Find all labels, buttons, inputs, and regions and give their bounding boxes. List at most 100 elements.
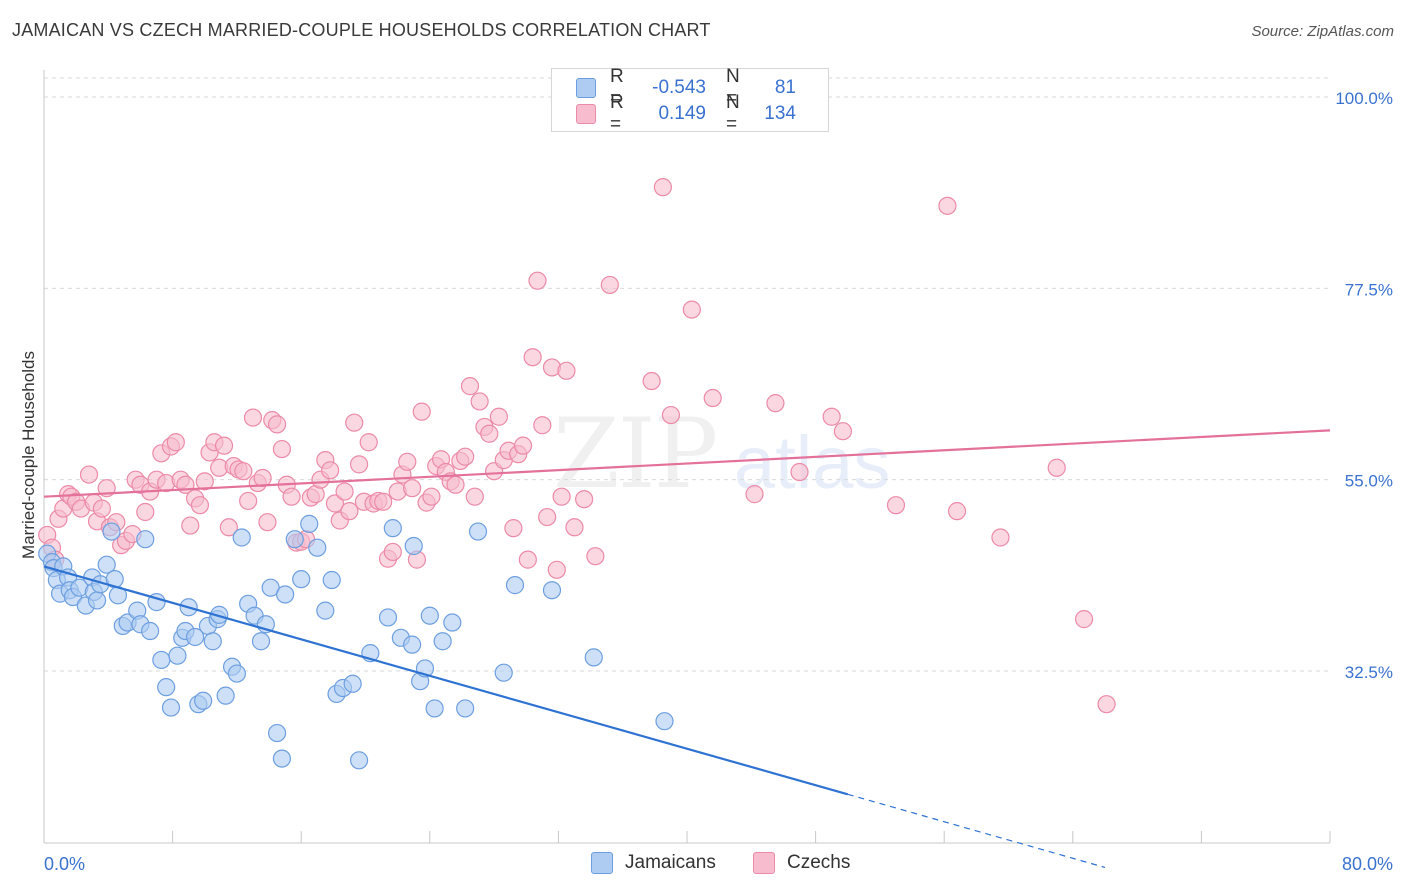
legend-r-value: -0.543 xyxy=(652,77,706,98)
czech-point xyxy=(1047,458,1066,477)
jamaicans-trend-extension xyxy=(847,793,1106,869)
legend-r-label: R = xyxy=(610,66,624,109)
jamaican-point xyxy=(251,632,271,651)
czech-point xyxy=(166,433,185,452)
czech-point xyxy=(79,465,99,484)
czech-point xyxy=(345,413,364,432)
jamaican-point xyxy=(322,570,341,590)
jamaican-point xyxy=(194,691,213,710)
jamaican-point xyxy=(227,664,246,683)
jamaican-point xyxy=(292,570,311,589)
czech-point xyxy=(565,518,584,537)
legend-row-jamaicans: R = -0.543 N = 81 xyxy=(576,66,796,109)
czech-point xyxy=(359,433,378,452)
czech-point xyxy=(253,468,272,488)
czech-point xyxy=(518,550,537,569)
czech-point xyxy=(239,491,258,511)
legend-r-value: 0.149 xyxy=(658,103,706,124)
czech-point xyxy=(653,178,672,197)
jamaican-point xyxy=(272,749,292,768)
czech-point xyxy=(181,516,200,535)
czech-point xyxy=(480,424,499,443)
czech-point xyxy=(822,407,841,426)
y-tick-label: 77.5% xyxy=(1345,280,1393,299)
legend-item-jamaicans[interactable]: Jamaicans xyxy=(591,852,716,874)
czech-point xyxy=(465,487,484,506)
source-label: Source: ZipAtlas.com xyxy=(1251,23,1394,40)
czechs-legend-icon xyxy=(753,852,775,874)
czech-point xyxy=(325,494,345,513)
jamaican-point xyxy=(87,591,107,610)
czech-point xyxy=(190,496,210,515)
czech-point xyxy=(92,499,111,518)
czech-point xyxy=(383,542,402,562)
czech-point xyxy=(661,405,681,425)
czech-point xyxy=(446,475,465,494)
y-tick-label: 55.0% xyxy=(1345,472,1393,491)
jamaican-point xyxy=(210,605,229,624)
czech-point xyxy=(600,275,619,295)
jamaican-point xyxy=(316,601,335,620)
czech-point xyxy=(513,436,533,455)
jamaican-point xyxy=(186,627,205,647)
czech-point xyxy=(267,415,287,434)
jamaican-point xyxy=(276,585,295,604)
legend-n-label: N = xyxy=(726,92,740,135)
jamaican-point xyxy=(232,528,251,547)
jamaican-point xyxy=(203,632,222,651)
jamaican-point xyxy=(433,632,452,651)
correlation-legend: R = -0.543 N = 81 R = 0.149 N = 134 xyxy=(551,66,829,135)
czech-point xyxy=(947,502,967,521)
jamaican-point xyxy=(343,674,362,693)
legend-item-label: Czechs xyxy=(787,852,851,873)
czech-point xyxy=(1097,695,1116,714)
jamaican-point xyxy=(152,650,171,670)
jamaican-point xyxy=(425,699,444,718)
czech-point xyxy=(575,490,594,509)
czech-point xyxy=(790,462,809,482)
jamaican-point xyxy=(443,613,462,632)
y-tick-label: 32.5% xyxy=(1345,663,1393,682)
czech-point xyxy=(321,461,340,480)
jamaican-point xyxy=(383,519,402,538)
czech-point xyxy=(703,388,722,408)
czech-point xyxy=(219,518,238,537)
czech-point xyxy=(745,485,764,504)
czech-point xyxy=(243,408,263,427)
czech-point xyxy=(460,377,480,396)
jamaican-point xyxy=(97,555,116,574)
czech-point xyxy=(349,455,369,474)
czech-point xyxy=(195,472,214,491)
czech-point xyxy=(547,560,566,579)
jamaicans-trend-line xyxy=(43,565,849,796)
x-tick-label: 80.0% xyxy=(1342,854,1393,874)
jamaican-point xyxy=(300,514,319,533)
czech-point xyxy=(422,487,441,506)
jamaican-point xyxy=(542,581,562,600)
czech-point xyxy=(412,402,431,421)
czech-point xyxy=(991,528,1010,547)
legend-n-value: 134 xyxy=(764,103,796,124)
jamaican-point xyxy=(420,606,439,625)
x-tick-label: 0.0% xyxy=(44,854,85,874)
jamaican-point xyxy=(157,678,176,697)
czech-point xyxy=(886,496,906,515)
czechs-swatch-icon xyxy=(576,104,596,124)
czech-point xyxy=(938,196,957,215)
czech-point xyxy=(557,361,576,380)
czech-point xyxy=(398,452,417,471)
jamaican-point xyxy=(161,698,181,717)
czech-point xyxy=(282,487,301,506)
jamaican-point xyxy=(404,536,423,556)
czech-point xyxy=(533,416,552,435)
czech-point xyxy=(833,422,853,441)
czech-point xyxy=(504,519,523,538)
legend-item-label: Jamaicans xyxy=(625,852,716,873)
czech-point xyxy=(403,479,422,498)
legend-item-czechs[interactable]: Czechs xyxy=(753,852,850,874)
czech-point xyxy=(456,447,475,466)
czech-point xyxy=(258,513,277,532)
czech-point xyxy=(470,392,489,411)
czech-point xyxy=(1074,610,1094,629)
jamaican-point xyxy=(584,648,603,667)
